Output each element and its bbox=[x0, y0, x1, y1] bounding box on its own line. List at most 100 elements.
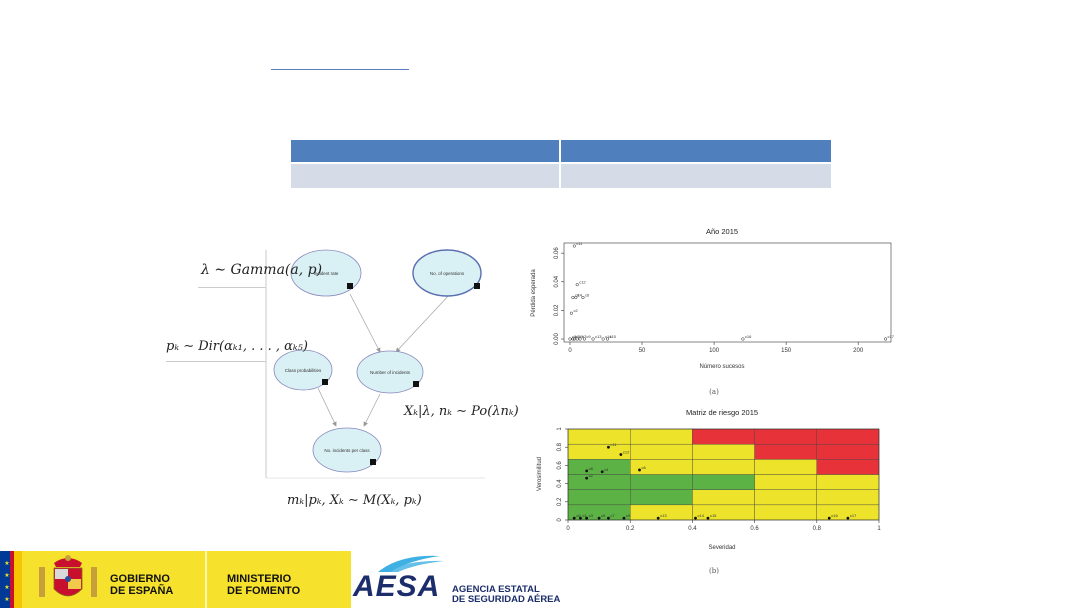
formula-separator bbox=[166, 361, 266, 362]
point-label: c4 bbox=[578, 293, 583, 298]
risk-zone-cell bbox=[816, 428, 880, 445]
formula-xk: Xₖ|λ, nₖ ∼ Po(λnₖ) bbox=[404, 404, 519, 419]
svg-text:★: ★ bbox=[4, 584, 9, 591]
data-point bbox=[846, 516, 850, 520]
node-no-operations: No. of operations bbox=[412, 249, 482, 297]
ministry-line1: MINISTERIO bbox=[227, 573, 292, 585]
point-label: c8 bbox=[575, 293, 580, 298]
ministry-line2: DE FOMENTO bbox=[227, 585, 301, 597]
data-point bbox=[571, 337, 575, 341]
point-label: c9 bbox=[586, 334, 591, 339]
data-point bbox=[579, 516, 582, 520]
point-label: c5 bbox=[601, 513, 606, 518]
table-header-cell bbox=[291, 140, 561, 163]
formula-lambda: λ ∼ Gamma(a, p) bbox=[201, 262, 323, 278]
risk-zone-cell bbox=[567, 428, 631, 445]
data-point bbox=[585, 476, 589, 480]
data-point bbox=[827, 516, 831, 520]
svg-text:★: ★ bbox=[4, 560, 9, 567]
x-tick-label: 0.8 bbox=[813, 526, 822, 532]
data-point bbox=[656, 516, 660, 520]
risk-zone-cell bbox=[754, 474, 818, 490]
point-label: c13 bbox=[595, 334, 602, 339]
x-tick-label: 0 bbox=[566, 526, 570, 532]
data-point bbox=[694, 516, 697, 520]
data-point bbox=[572, 516, 576, 520]
data-point bbox=[600, 470, 604, 474]
y-tick-label: 0 bbox=[557, 518, 563, 522]
point-label: c12 bbox=[623, 449, 630, 454]
risk-zone-cell bbox=[567, 443, 631, 460]
x-tick-label: 100 bbox=[709, 348, 720, 354]
table-row bbox=[291, 162, 831, 188]
point-label: c4 bbox=[604, 467, 609, 472]
data-point bbox=[591, 337, 595, 341]
risk-zone-cell bbox=[816, 474, 880, 490]
gov-name-line2: DE ESPAÑA bbox=[110, 585, 174, 597]
data-point bbox=[622, 516, 626, 520]
point-label: c1 bbox=[575, 334, 580, 339]
data-point bbox=[578, 337, 582, 341]
y-tick-label: 0.2 bbox=[557, 497, 563, 506]
risk-zone-cell bbox=[629, 474, 693, 490]
data-point bbox=[582, 337, 586, 341]
data-point bbox=[581, 295, 585, 300]
data-point bbox=[638, 468, 641, 472]
risk-zone-cell bbox=[567, 474, 631, 490]
data-point bbox=[571, 295, 575, 300]
node-label: Incident rate bbox=[314, 271, 339, 276]
point-label: c13 bbox=[660, 513, 667, 518]
risk-zone-cell bbox=[692, 443, 755, 460]
plot-frame bbox=[567, 428, 880, 521]
point-label: c12 bbox=[579, 280, 586, 285]
x-tick-label: 0.6 bbox=[750, 526, 759, 532]
point-label: c16 bbox=[745, 334, 752, 339]
coat-of-arms-icon bbox=[39, 555, 97, 597]
point-label: c7 bbox=[582, 334, 587, 339]
eu-stars-icon: ★ ★ ★ ★ bbox=[4, 560, 9, 603]
data-point bbox=[568, 337, 572, 341]
table-header-cell bbox=[560, 140, 831, 163]
data-point bbox=[569, 311, 573, 315]
node-number-incidents: Number of incidents bbox=[356, 350, 424, 394]
risk-zone-cell bbox=[754, 504, 818, 521]
table-cell bbox=[291, 162, 561, 188]
risk-zone-cell bbox=[754, 428, 818, 445]
data-point bbox=[575, 337, 579, 341]
point-label: c1 bbox=[582, 513, 587, 518]
data-point bbox=[601, 337, 605, 341]
node-class-probabilities: Class probabilities bbox=[273, 349, 333, 391]
data-point bbox=[574, 295, 578, 300]
data-point bbox=[597, 516, 601, 520]
ministry-name: MINISTERIO DE FOMENTO bbox=[227, 573, 300, 597]
y-tick-label: 1 bbox=[557, 427, 563, 431]
spain-flag-stripe bbox=[14, 551, 22, 608]
point-label: c6 bbox=[585, 293, 590, 298]
y-tick-label: 0.06 bbox=[554, 247, 560, 259]
y-axis-label: Verosimilitud bbox=[537, 457, 543, 491]
point-label: c8 bbox=[589, 466, 594, 471]
link-underline[interactable] bbox=[271, 69, 409, 70]
gov-name: GOBIERNO DE ESPAÑA bbox=[110, 573, 173, 597]
point-label: c0 bbox=[572, 334, 577, 339]
y-tick-label: 0.02 bbox=[554, 304, 560, 316]
x-axis-label: Severidad bbox=[708, 545, 735, 551]
risk-zone-cell bbox=[567, 459, 631, 475]
data-point bbox=[607, 516, 610, 520]
chart-risk-matrix: Matriz de riesgo 2015 0 0.2 0.4 0.6 0.8 1 0 0.… bbox=[537, 408, 881, 575]
risk-zone-cell bbox=[692, 474, 755, 490]
aesa-logo-icon bbox=[378, 555, 444, 572]
risk-zone-cell bbox=[816, 459, 880, 475]
svg-text:★: ★ bbox=[4, 596, 9, 603]
x-tick-label: 0.4 bbox=[688, 526, 697, 532]
data-point bbox=[706, 516, 710, 520]
x-tick-label: 0 bbox=[568, 348, 572, 354]
x-tick-label: 150 bbox=[781, 348, 792, 354]
point-label: c3 bbox=[576, 334, 581, 339]
agency-line1: AGENCIA ESTATAL bbox=[452, 584, 540, 595]
gov-name-line1: GOBIERNO bbox=[110, 573, 170, 585]
formula-separator bbox=[198, 287, 266, 288]
node-incident-rate: Incident rate bbox=[290, 249, 362, 297]
risk-zone-cell bbox=[692, 489, 755, 506]
x-axis-label: Número sucesos bbox=[699, 364, 744, 370]
